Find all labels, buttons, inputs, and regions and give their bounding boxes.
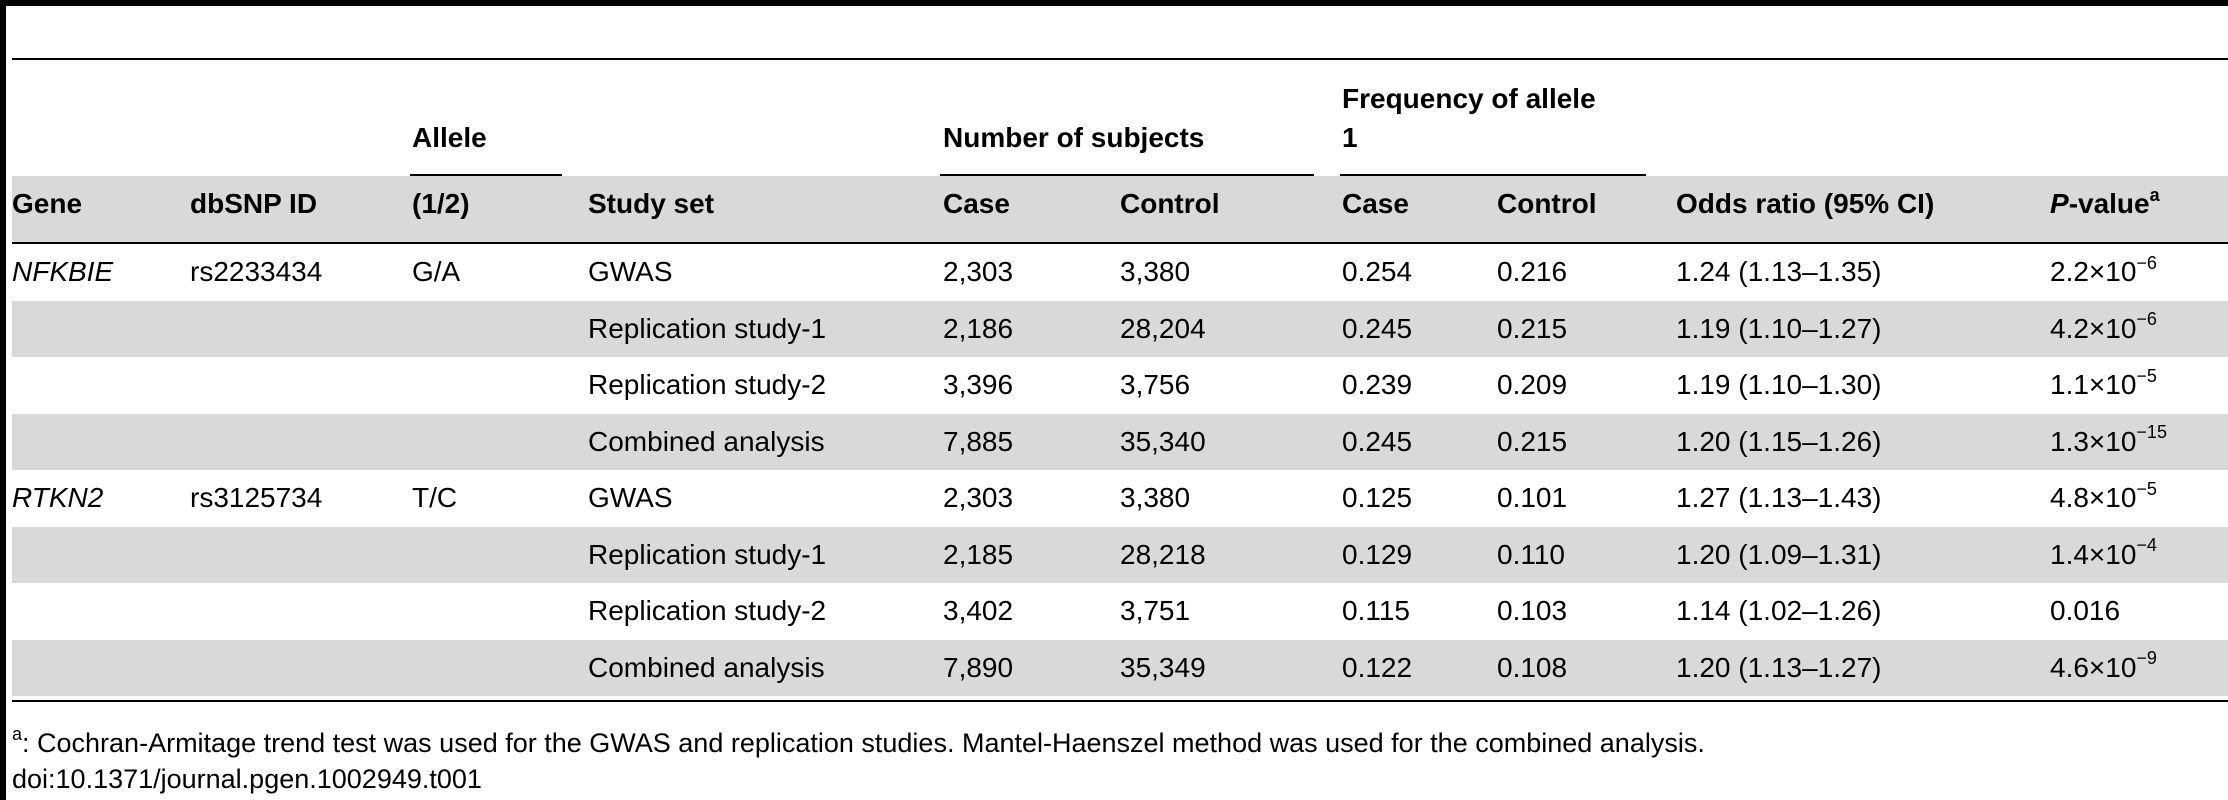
cell-pvalue: 0.016 <box>2050 595 2121 626</box>
row-shade <box>12 639 2228 696</box>
cell-odds-ratio: 1.24 (1.13–1.35) <box>1676 256 1882 287</box>
allele-group-header: Allele <box>412 122 487 153</box>
col-header-control: Control <box>1120 188 1220 219</box>
cell-study-set: GWAS <box>588 256 673 287</box>
col-header-dbsnp: dbSNP ID <box>190 188 318 219</box>
header-bottom-rule <box>12 242 2228 244</box>
cell-subjects-control: 35,349 <box>1120 651 1206 683</box>
frequency-group-header-line1: Frequency of allele <box>1342 83 1596 114</box>
cell-study-set: Replication study-2 <box>588 369 827 400</box>
table-top-rule <box>12 58 2228 60</box>
cell-pvalue: 1.4×10−4 <box>2050 535 2157 570</box>
frequency-span-rule <box>1340 174 1646 176</box>
cell-freq-control: 0.209 <box>1497 369 1568 400</box>
cell-subjects-case: 2,186 <box>943 312 1014 344</box>
cell-subjects-case: 3,396 <box>943 369 1014 400</box>
cell-subjects-control: 28,218 <box>1120 538 1206 570</box>
cell-pvalue: 4.8×10−5 <box>2050 478 2157 513</box>
cell-pvalue: 1.3×10−15 <box>2050 422 2167 457</box>
cell-freq-case: 0.239 <box>1342 369 1413 400</box>
cell-odds-ratio: 1.20 (1.15–1.26) <box>1676 425 1882 457</box>
cell-study-set: Replication study-1 <box>588 538 827 570</box>
frequency-group-header-line2: 1 <box>1342 122 1358 153</box>
cell-odds-ratio: 1.20 (1.09–1.31) <box>1676 538 1882 570</box>
cell-subjects-control: 28,204 <box>1120 312 1206 344</box>
cell-subjects-control: 35,340 <box>1120 425 1206 457</box>
cell-study-set: GWAS <box>588 482 673 513</box>
header-shade <box>12 176 2228 242</box>
cell-study-set: Replication study-2 <box>588 595 827 626</box>
col-header-freq-control: Control <box>1497 188 1597 219</box>
cell-odds-ratio: 1.19 (1.10–1.30) <box>1676 369 1882 400</box>
cell-pvalue: 1.1×10−5 <box>2050 365 2157 400</box>
left-border <box>0 0 6 800</box>
cell-odds-ratio: 1.20 (1.13–1.27) <box>1676 651 1882 683</box>
cell-study-set: Combined analysis <box>588 425 825 457</box>
cell-study-set: Combined analysis <box>588 651 825 683</box>
cell-freq-control: 0.215 <box>1497 312 1568 344</box>
subjects-group-header: Number of subjects <box>943 122 1205 153</box>
cell-freq-control: 0.215 <box>1497 425 1568 457</box>
cell-freq-case: 0.115 <box>1342 595 1410 626</box>
col-header-study-set: Study set <box>588 188 715 219</box>
row-shade <box>12 413 2228 470</box>
cell-freq-case: 0.125 <box>1342 482 1413 513</box>
cell-pvalue: 4.6×10−9 <box>2050 648 2157 683</box>
cell-dbsnp: rs2233434 <box>190 256 323 287</box>
table-bottom-rule <box>12 700 2228 702</box>
cell-subjects-control: 3,756 <box>1120 369 1191 400</box>
col-header-freq-case: Case <box>1342 188 1409 219</box>
cell-subjects-case: 7,890 <box>943 651 1014 683</box>
subjects-span-rule <box>940 174 1314 176</box>
cell-pvalue: 2.2×10−6 <box>2050 252 2157 287</box>
top-border <box>0 0 2228 6</box>
cell-freq-case: 0.254 <box>1342 256 1413 287</box>
cell-freq-control: 0.101 <box>1497 482 1568 513</box>
doi-label: doi:10.1371/journal.pgen.1002949.t001 <box>12 764 482 794</box>
cell-subjects-case: 2,185 <box>943 538 1014 570</box>
cell-subjects-case: 2,303 <box>943 256 1014 287</box>
cell-dbsnp: rs3125734 <box>190 482 323 513</box>
cell-freq-case: 0.245 <box>1342 425 1413 457</box>
cell-freq-control: 0.216 <box>1497 256 1568 287</box>
col-header-gene: Gene <box>12 188 83 219</box>
cell-subjects-control: 3,380 <box>1120 482 1191 513</box>
allele-span-rule <box>410 174 562 176</box>
cell-freq-case: 0.129 <box>1342 538 1413 570</box>
cell-odds-ratio: 1.27 (1.13–1.43) <box>1676 482 1882 513</box>
footnote: a: Cochran-Armitage trend test was used … <box>12 724 1705 758</box>
cell-subjects-control: 3,751 <box>1120 595 1191 626</box>
col-header-allele: (1/2) <box>412 188 470 219</box>
cell-odds-ratio: 1.19 (1.10–1.27) <box>1676 312 1882 344</box>
cell-freq-control: 0.108 <box>1497 651 1568 683</box>
cell-freq-control: 0.110 <box>1497 538 1565 570</box>
cell-freq-case: 0.122 <box>1342 651 1413 683</box>
cell-gene: NFKBIE <box>12 256 114 287</box>
cell-subjects-control: 3,380 <box>1120 256 1191 287</box>
col-header-case: Case <box>943 188 1010 219</box>
cell-pvalue: 4.2×10−6 <box>2050 309 2157 344</box>
row-shade <box>12 526 2228 583</box>
cell-freq-case: 0.245 <box>1342 312 1413 344</box>
col-header-odds-ratio: Odds ratio (95% CI) <box>1676 188 1935 219</box>
cell-study-set: Replication study-1 <box>588 312 827 344</box>
col-header-pvalue: P-valuea <box>2050 184 2160 219</box>
cell-subjects-case: 2,303 <box>943 482 1014 513</box>
cell-freq-control: 0.103 <box>1497 595 1568 626</box>
cell-odds-ratio: 1.14 (1.02–1.26) <box>1676 595 1882 626</box>
cell-allele: T/C <box>412 482 458 513</box>
row-shade <box>12 300 2228 357</box>
cell-subjects-case: 3,402 <box>943 595 1014 626</box>
cell-gene: RTKN2 <box>12 482 104 513</box>
cell-subjects-case: 7,885 <box>943 425 1014 457</box>
cell-allele: G/A <box>412 256 461 287</box>
